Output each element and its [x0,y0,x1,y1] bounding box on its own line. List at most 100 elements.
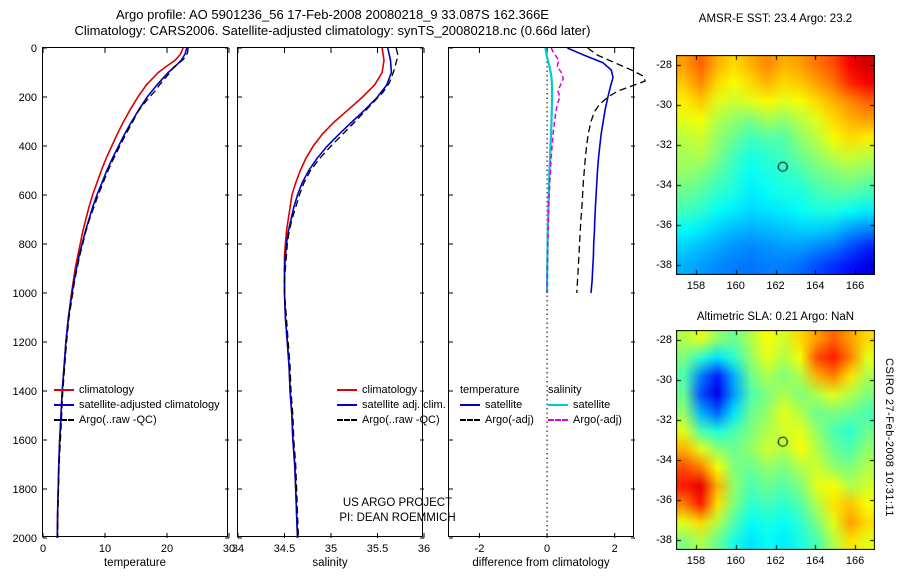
x-tick-label: 2 [612,543,618,555]
legend-header: temperature [460,384,520,396]
x-tick-label: 0 [40,543,46,555]
legend-label: climatology [362,384,418,396]
satellite-climatology-line-swatch [337,404,357,407]
sst-map: 158 160 162 164 166 -28 -30 -32 -34 -36 -38 [656,55,875,292]
map-y-tick-label: -38 [656,259,672,271]
argo-temp-line-swatch [460,419,480,422]
map-x-tick-label: 162 [766,555,785,567]
map-y-tick-label: -36 [656,219,672,231]
legend-label: climatology [79,384,135,396]
figure-title-line1: Argo profile: AO 5901236_56 17-Feb-2008 … [116,7,549,22]
x-tick-label: 36 [418,543,430,555]
argo-line-swatch [337,419,357,422]
climatology-line-swatch [54,389,74,392]
series-temperature-satellite [567,47,614,294]
difference-axis-label: difference from climatology [472,557,610,569]
series-climatology [283,47,385,539]
y-tick-label: 400 [19,141,37,153]
salinity-legend: climatology satellite adj. clim. Argo(..… [337,383,446,428]
x-tick-label: 35.5 [367,543,388,555]
x-tick-label: 0 [544,543,550,555]
map-x-tick-label: 166 [845,555,865,567]
map-y-tick-label: -30 [656,374,672,386]
map-x-tick-label: 162 [766,280,785,292]
y-tick-label: 1000 [13,288,37,300]
x-tick-label: 20 [161,543,173,555]
map-y-tick-label: -28 [656,334,672,346]
legend-item: satellite-adjusted climatology [54,398,229,413]
legend-header: salinity [548,384,582,396]
y-tick-label: 200 [19,92,37,104]
legend-item: Argo(-adj) [548,413,622,428]
argo-line-swatch [54,419,74,422]
x-tick-label: 34 [232,543,244,555]
map-y-tick-label: -28 [656,59,672,71]
sla-map: 158 160 162 164 166 -28 -30 -32 -34 -36 -38 [656,330,875,567]
csiro-credit: CSIRO 27-Feb-2008 10:31:11 [883,358,895,517]
map-x-tick-label: 160 [726,280,745,292]
y-tick-label: 600 [19,190,37,202]
map-x-tick-label: 164 [806,555,825,567]
map-x-tick-label: 164 [806,280,825,292]
difference-chart: -2 0 2 [448,47,646,555]
x-tick-label: 30 [223,543,235,555]
sla-heatmap-canvas [676,330,875,550]
y-tick-label: 2000 [13,533,37,545]
x-tick-label: 35 [325,543,337,555]
climatology-line-swatch [337,389,357,392]
legend-item: Argo(..raw -QC) [54,413,229,428]
series-satellite-adjusted-climatology [56,47,188,539]
legend-item: satellite adj. clim. [337,398,446,413]
map-y-tick-label: -38 [656,534,672,546]
y-tick-label: 1600 [13,435,37,447]
map-x-tick-label: 166 [845,280,865,292]
legend-label: Argo(-adj) [573,414,622,426]
legend-item: Argo(-adj) [460,413,534,428]
diff-legend-salinity: salinity satellite Argo(-adj) [548,383,622,428]
map-x-tick-label: 160 [726,555,745,567]
legend-item: climatology [54,383,229,398]
us-argo-project-note: US ARGO PROJECT PI: DEAN ROEMMICH [320,496,475,526]
map-x-tick-label: 158 [686,280,706,292]
y-tick-label: 0 [31,43,37,55]
legend-label: Argo(..raw -QC) [79,414,157,426]
legend-label: satellite [573,399,611,411]
series-satellite-adj-clim- [283,47,393,539]
series-argo-raw-qc [283,47,399,539]
sst-map-title: AMSR-E SST: 23.4 Argo: 23.2 [698,13,853,25]
watermark-line2: PI: DEAN ROEMMICH [339,512,456,524]
map-y-tick-label: -36 [656,494,672,506]
map-x-tick-label: 158 [686,555,706,567]
legend-label: satellite [485,399,523,411]
y-tick-label: 1800 [13,484,37,496]
sla-map-title: Altimetric SLA: 0.21 Argo: NaN [696,311,855,323]
map-y-tick-label: -32 [656,139,672,151]
series-temperature-argo-adj- [576,47,646,294]
argo-salinity-line-swatch [548,419,568,422]
y-tick-label: 800 [19,239,37,251]
satellite-climatology-line-swatch [54,404,74,407]
legend-label: satellite adj. clim. [362,399,446,411]
y-tick-label: 1400 [13,386,37,398]
legend-item: satellite [548,398,622,413]
x-tick-label: 10 [99,543,111,555]
legend-label: Argo(..raw -QC) [362,414,440,426]
legend-item: satellite [460,398,534,413]
sst-heatmap-canvas [676,55,875,275]
map-y-tick-label: -34 [656,179,672,191]
legend-item: Argo(..raw -QC) [337,413,446,428]
temperature-axis-label: temperature [103,557,166,569]
legend-label: satellite-adjusted climatology [79,399,220,411]
legend-item: climatology [337,383,446,398]
x-tick-label: 34.5 [274,543,295,555]
series-salinity-argo-adj- [546,47,565,294]
figure-title-line2: Climatology: CARS2006. Satellite-adjuste… [74,23,591,38]
salinity-axis-label: salinity [312,557,348,569]
satellite-temp-line-swatch [460,404,480,407]
map-y-tick-label: -32 [656,414,672,426]
diff-legend-temperature: temperature satellite Argo(-adj) [460,383,534,428]
map-y-tick-label: -30 [656,99,672,111]
x-tick-label: -2 [475,543,485,555]
series-climatology [56,47,184,539]
